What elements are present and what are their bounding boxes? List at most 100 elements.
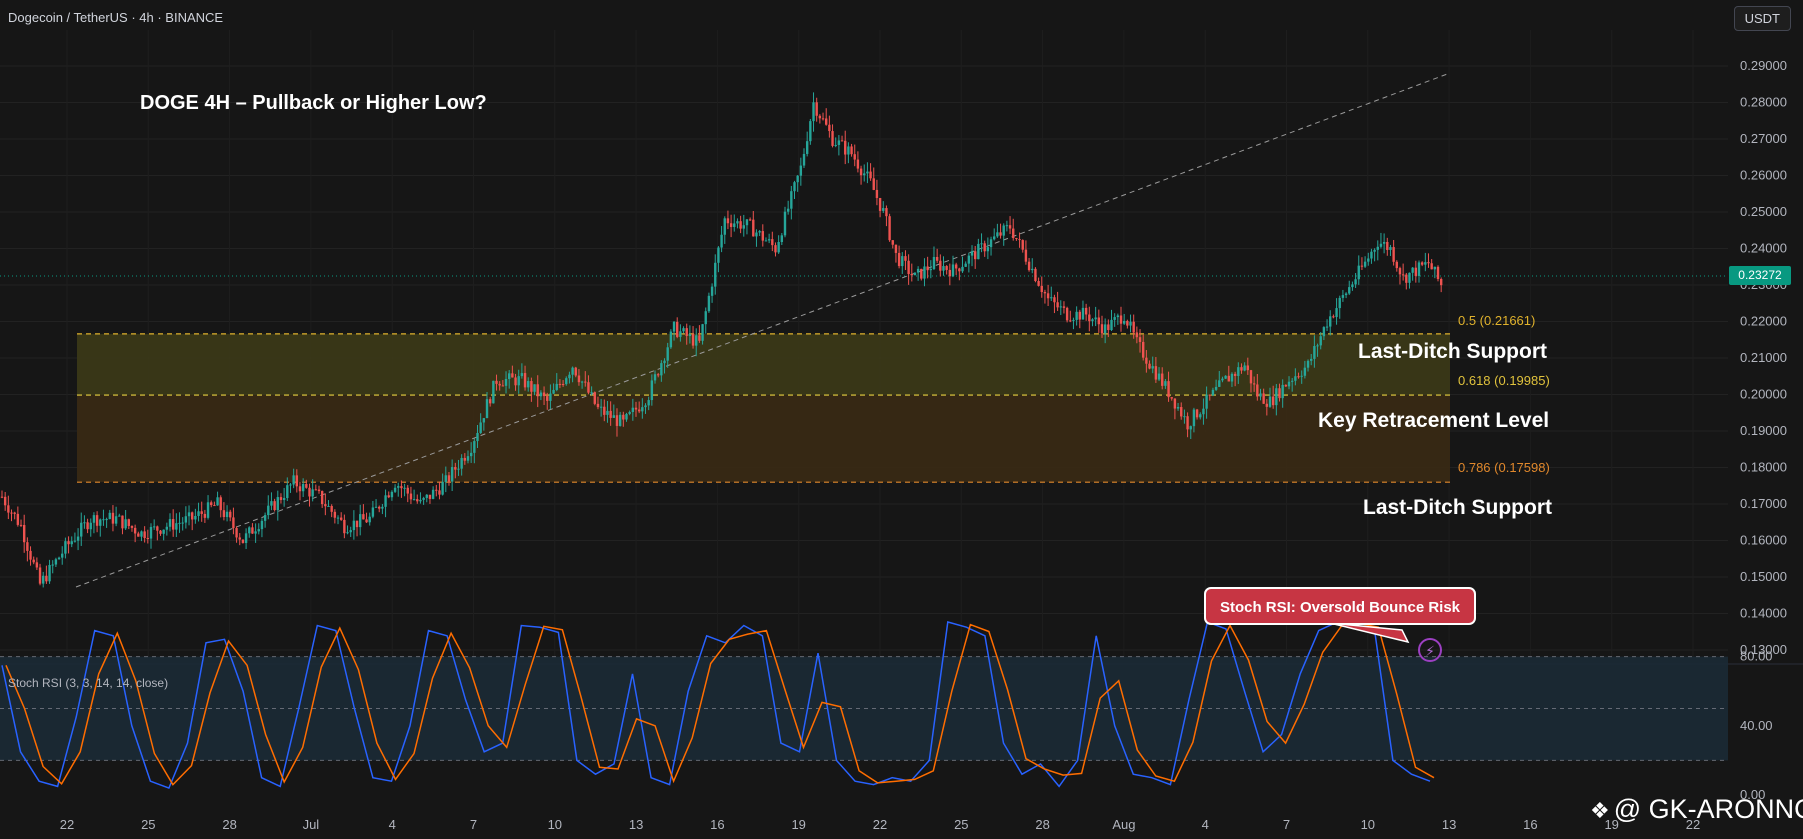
candle-body xyxy=(1110,319,1113,331)
candle-body xyxy=(378,506,381,509)
candle-body xyxy=(371,507,375,517)
zone-label-lower: Last-Ditch Support xyxy=(1363,496,1552,519)
candle-body xyxy=(248,527,251,534)
candle-body xyxy=(1157,373,1161,380)
candle-body xyxy=(1221,378,1224,381)
candle-body xyxy=(355,520,359,528)
candle-body xyxy=(603,406,606,415)
candle-body xyxy=(1357,265,1360,280)
candle-body xyxy=(755,232,758,237)
candle-body xyxy=(175,523,178,530)
candle-body xyxy=(511,373,514,378)
candle-body xyxy=(1088,314,1091,322)
candle-body xyxy=(178,522,181,524)
candle-body xyxy=(1275,388,1278,406)
candle-body xyxy=(346,532,349,534)
candle-body xyxy=(86,522,89,530)
lightning-icon[interactable]: ⚡ xyxy=(1418,638,1442,662)
candle-body xyxy=(32,559,35,563)
candle-body xyxy=(961,266,964,272)
currency-button[interactable]: USDT xyxy=(1733,6,1791,31)
candle-body xyxy=(83,522,86,524)
candle-body xyxy=(403,487,406,489)
candle-body xyxy=(682,328,685,332)
candle-body xyxy=(219,497,222,511)
candle-body xyxy=(1173,398,1177,409)
candle-body xyxy=(105,519,108,521)
candle-body xyxy=(958,268,961,272)
candle-body xyxy=(812,102,815,122)
candle-body xyxy=(308,487,311,497)
fib-zone-upper xyxy=(77,333,1450,396)
candle-body xyxy=(152,526,156,528)
candle-body xyxy=(466,456,470,461)
candle-body xyxy=(546,396,549,401)
candle-body xyxy=(986,247,990,252)
candle-body xyxy=(948,269,952,277)
candle-body xyxy=(22,525,26,543)
candle-body xyxy=(498,383,501,386)
candle-body xyxy=(289,484,292,486)
price-tick-label: 0.17000 xyxy=(1740,496,1787,511)
candle-body xyxy=(19,524,23,526)
candle-body xyxy=(57,557,61,560)
candle-body xyxy=(1189,426,1192,430)
candle-body xyxy=(111,512,115,524)
candle-body xyxy=(644,405,647,408)
candle-body xyxy=(1129,321,1132,326)
candle-body xyxy=(729,223,733,227)
candle-body xyxy=(1420,262,1424,265)
candle-body xyxy=(1417,262,1421,276)
candle-body xyxy=(717,247,720,263)
candle-body xyxy=(720,234,723,248)
candle-body xyxy=(1021,240,1024,250)
candle-body xyxy=(641,407,644,412)
candle-body xyxy=(679,331,682,337)
indicator-name: Stoch RSI (3, 3, 14, 14, close) xyxy=(8,676,169,690)
candle-body xyxy=(1046,293,1050,299)
candle-body xyxy=(631,407,635,413)
candle-body xyxy=(444,475,447,482)
candle-body xyxy=(539,392,543,397)
candle-body xyxy=(390,491,394,498)
candle-body xyxy=(897,252,901,267)
candle-body xyxy=(656,374,660,376)
price-tick-label: 0.27000 xyxy=(1740,131,1787,146)
candle-body xyxy=(973,251,977,260)
candles xyxy=(0,92,1443,588)
candle-body xyxy=(419,499,422,502)
candle-body xyxy=(685,328,688,336)
candle-body xyxy=(520,373,524,377)
candle-body xyxy=(143,531,146,538)
candle-body xyxy=(939,260,942,271)
candle-body xyxy=(1348,287,1351,294)
candle-body xyxy=(317,489,321,492)
candle-body xyxy=(1303,367,1307,376)
candle-body xyxy=(726,218,730,224)
candle-body xyxy=(349,530,352,533)
candle-body xyxy=(533,384,536,392)
candle-body xyxy=(184,516,188,523)
candle-body xyxy=(476,432,479,442)
candle-body xyxy=(1097,317,1101,325)
candle-body xyxy=(194,515,197,520)
candle-body xyxy=(121,515,124,529)
price-tick-label: 0.13000 xyxy=(1740,642,1787,657)
candle-body xyxy=(1252,383,1256,385)
candle-body xyxy=(200,511,203,514)
candle-body xyxy=(301,484,305,492)
candle-body xyxy=(761,231,764,241)
candle-body xyxy=(108,512,111,520)
time-tick-label: 28 xyxy=(222,817,236,832)
candle-body xyxy=(488,399,492,404)
candle-body xyxy=(460,457,463,469)
candle-body xyxy=(805,141,809,154)
candle-body xyxy=(1043,292,1047,294)
candle-body xyxy=(1100,324,1104,334)
candle-body xyxy=(983,243,986,252)
candle-body xyxy=(263,515,267,521)
candle-body xyxy=(1233,373,1237,376)
candle-body xyxy=(1325,326,1329,328)
candle-body xyxy=(133,527,137,534)
